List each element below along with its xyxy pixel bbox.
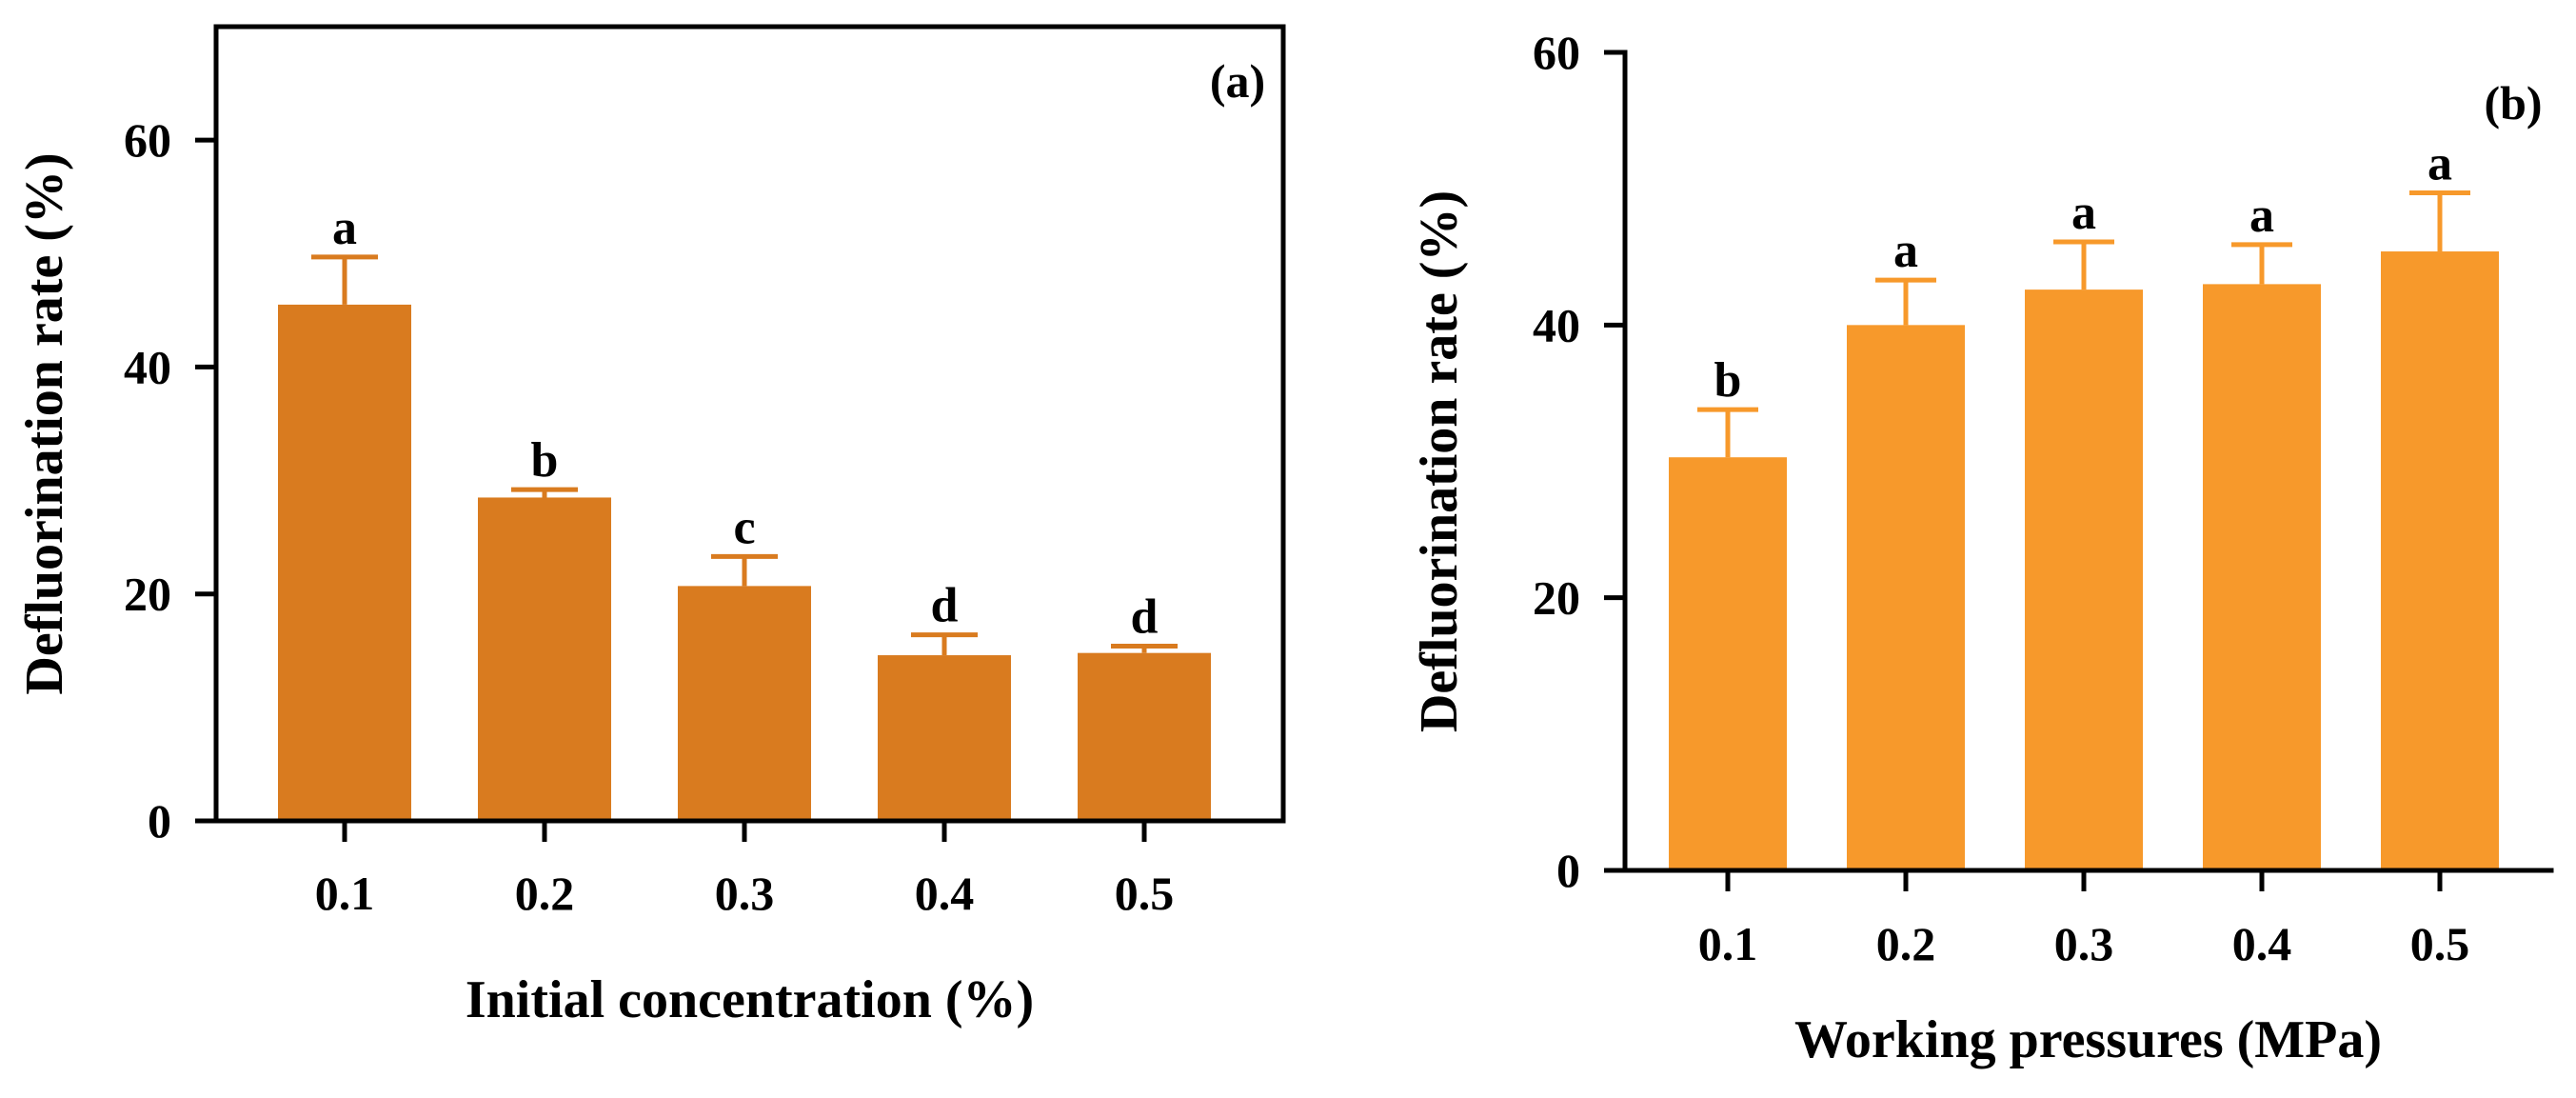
x-tick-label-a-4: 0.4 (915, 867, 975, 920)
chart-panel-b: b 0.1 a 0.2 a 0.3 a 0.4 a 0.5 0 20 40 60 Working press… (1410, 26, 2554, 1069)
bar-b-3 (2025, 289, 2143, 870)
x-tick-label-a-3: 0.3 (715, 867, 775, 920)
y-tick-label-a-2: 20 (124, 568, 171, 621)
significance-label-a-2: b (531, 433, 559, 488)
x-tick-label-b-1: 0.1 (1698, 917, 1758, 970)
error-bar-b-3 (2053, 239, 2114, 290)
x-axis-label-a: Initial concentration (%) (466, 970, 1034, 1029)
significance-label-a-4: d (931, 579, 959, 633)
significance-label-b-3: a (2071, 186, 2096, 240)
chart-panel-a: a 0.1 b 0.2 c 0.3 d 0.4 d 0.5 0 20 40 60 Initial conce… (15, 24, 1286, 1029)
significance-label-a-3: c (733, 500, 755, 554)
panel-label-b: (b) (2484, 76, 2542, 130)
significance-label-a-1: a (332, 201, 357, 255)
bar-b-2 (1847, 325, 1965, 870)
x-tick-label-a-1: 0.1 (315, 867, 375, 920)
bar-b-5 (2381, 251, 2499, 871)
panel-label-a: (a) (1210, 54, 1265, 108)
bar-b-1 (1669, 457, 1787, 870)
bar-a-5 (1078, 652, 1211, 821)
y-tick-label-b-3: 40 (1533, 298, 1580, 351)
bar-a-3 (678, 586, 811, 821)
plot-frame-a (213, 24, 1286, 824)
bar-b-4 (2203, 284, 2321, 871)
significance-label-b-2: a (1893, 224, 1918, 278)
error-bar-a-1 (311, 254, 378, 305)
bar-a-4 (878, 655, 1011, 821)
x-axis-label-b: Working pressures (MPa) (1794, 1010, 2382, 1069)
error-bar-b-2 (1875, 277, 1936, 326)
y-tick-label-b-4: 60 (1533, 26, 1580, 79)
y-tick-label-a-1: 0 (148, 794, 171, 848)
x-tick-label-b-5: 0.5 (2410, 917, 2470, 970)
significance-label-b-4: a (2249, 189, 2274, 243)
y-tick-label-a-4: 60 (124, 113, 171, 167)
y-axis-label-b: Defluorination rate (%) (1410, 190, 1469, 732)
error-bar-a-4 (911, 632, 978, 656)
x-tick-label-b-2: 0.2 (1876, 917, 1936, 970)
error-bar-a-3 (711, 553, 778, 587)
y-axis-label-a: Defluorination rate (%) (15, 152, 74, 694)
bar-a-1 (278, 304, 411, 821)
x-tick-label-a-2: 0.2 (515, 867, 575, 920)
error-bar-b-5 (2409, 190, 2470, 252)
y-tick-label-b-2: 20 (1533, 571, 1580, 625)
bar-a-2 (478, 497, 611, 821)
significance-label-b-5: a (2427, 136, 2452, 190)
x-tick-label-a-5: 0.5 (1115, 867, 1175, 920)
y-tick-label-a-3: 40 (124, 340, 171, 393)
significance-label-a-5: d (1131, 590, 1159, 645)
error-bar-a-2 (511, 487, 578, 498)
error-bar-b-1 (1697, 407, 1758, 458)
x-tick-label-b-3: 0.3 (2054, 917, 2114, 970)
significance-label-b-1: b (1714, 353, 1742, 408)
y-tick-label-b-1: 0 (1556, 844, 1580, 897)
x-tick-label-b-4: 0.4 (2232, 917, 2292, 970)
error-bar-a-5 (1111, 644, 1178, 653)
error-bar-b-4 (2231, 242, 2292, 285)
